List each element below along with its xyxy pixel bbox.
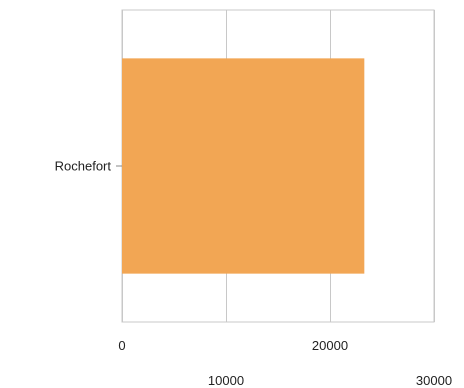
bar-rochefort	[122, 58, 365, 274]
x-tick-label-0: 0	[118, 338, 125, 353]
bar-layer	[122, 58, 365, 274]
x-tick-label-1: 10000	[208, 373, 244, 388]
x-tick-label-2: 20000	[312, 338, 348, 353]
x-tick-label-3: 30000	[416, 373, 452, 388]
label-layer: Rochefort 0 10000 20000 30000	[55, 159, 452, 388]
category-label: Rochefort	[55, 159, 112, 174]
